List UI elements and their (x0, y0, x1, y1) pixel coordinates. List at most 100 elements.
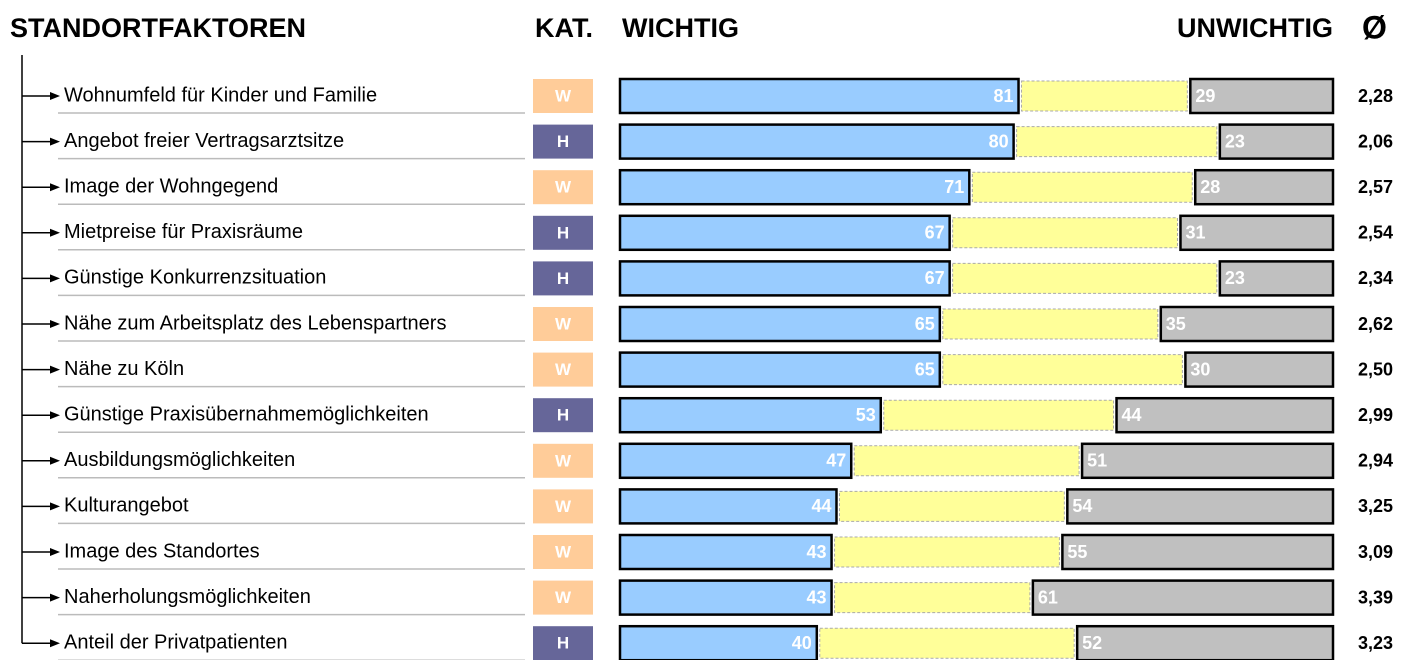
mean-label: 2,28 (1358, 86, 1393, 106)
value-label: 30 (1190, 359, 1210, 379)
factor-label: Kulturangebot (64, 495, 189, 517)
bar-unimportant (1218, 123, 1335, 160)
value-label: 61 (1038, 587, 1058, 607)
factor-label: Ausbildungsmöglichkeiten (64, 449, 295, 471)
mean-label: 2,34 (1358, 268, 1393, 288)
neutral-bar (883, 399, 1115, 431)
category-label: W (555, 360, 572, 379)
mean-label: 2,99 (1358, 405, 1393, 425)
value-label: 71 (944, 177, 964, 197)
bar-important (618, 351, 942, 388)
bar-unimportant (1075, 624, 1335, 660)
neutral-bar (838, 490, 1065, 522)
value-label: 35 (1166, 314, 1186, 334)
value-label: 40 (792, 633, 812, 653)
arrow-head (50, 456, 60, 465)
bar-unimportant (1159, 305, 1335, 343)
value-label: 52 (1082, 633, 1102, 653)
category-label: W (555, 451, 572, 470)
category-label: H (557, 406, 569, 425)
value-label: 44 (811, 496, 831, 516)
factor-label: Nähe zum Arbeitsplatz des Lebenspartners (64, 312, 446, 334)
neutral-bar (1016, 126, 1218, 158)
category-label: H (557, 634, 569, 653)
value-label: 43 (807, 587, 827, 607)
factor-header: STANDORTFAKTOREN (10, 13, 306, 43)
factor-label: Mietpreise für Praxisräume (64, 221, 303, 243)
bar-unimportant (1115, 396, 1335, 434)
arrow-head (50, 548, 60, 556)
factor-label: Nähe zu Köln (64, 358, 184, 380)
mean-header: Ø (1362, 9, 1387, 45)
factor-label: Image des Standortes (64, 540, 260, 562)
bar-important (618, 77, 1020, 115)
value-label: 54 (1072, 496, 1092, 516)
arrow-head (50, 365, 60, 374)
bar-unimportant (1031, 579, 1335, 616)
value-label: 80 (989, 131, 1009, 151)
legend-unimportant: UNWICHTIG (1177, 13, 1333, 43)
category-box (533, 580, 593, 615)
category-label: H (557, 223, 569, 242)
factor-label: Image der Wohngegend (64, 175, 278, 197)
neutral-bar (834, 536, 1060, 568)
value-label: 44 (1122, 405, 1142, 425)
category-header: KAT. (535, 13, 593, 43)
bar-unimportant (1193, 168, 1335, 206)
neutral-bar (942, 308, 1159, 340)
arrow-head (50, 228, 60, 237)
category-box (533, 124, 593, 159)
bar-unimportant (1218, 260, 1335, 297)
category-label: W (555, 542, 572, 561)
mean-label: 2,57 (1358, 177, 1393, 197)
category-label: W (555, 314, 572, 333)
value-label: 67 (925, 268, 945, 288)
category-box (533, 307, 593, 341)
bar-important (618, 579, 833, 616)
category-box (533, 398, 593, 433)
factor-label: Günstige Konkurrenzsituation (64, 267, 326, 289)
value-label: 67 (925, 223, 945, 243)
mean-label: 3,09 (1358, 542, 1393, 562)
value-label: 55 (1067, 542, 1087, 562)
mean-label: 2,62 (1358, 314, 1393, 334)
bar-unimportant (1080, 442, 1335, 480)
category-label: H (557, 269, 569, 288)
mean-label: 3,25 (1358, 496, 1393, 516)
legend-important: WICHTIG (622, 13, 739, 43)
value-label: 65 (915, 314, 935, 334)
bar-important (618, 396, 883, 434)
mean-label: 2,06 (1358, 131, 1393, 151)
neutral-bar (952, 217, 1178, 249)
arrow-head (50, 639, 60, 648)
bar-important (618, 123, 1015, 160)
value-label: 53 (856, 405, 876, 425)
bar-important (618, 305, 942, 343)
bar-unimportant (1066, 488, 1335, 525)
mean-label: 3,23 (1358, 633, 1393, 653)
factor-label: Angebot freier Vertragsarztsitze (64, 130, 344, 152)
value-label: 23 (1225, 268, 1245, 288)
category-label: W (555, 588, 572, 607)
mean-label: 2,54 (1358, 223, 1393, 243)
value-label: 81 (993, 86, 1013, 106)
value-label: 65 (915, 359, 935, 379)
neutral-bar (819, 627, 1075, 659)
value-label: 28 (1200, 177, 1220, 197)
neutral-bar (853, 445, 1080, 477)
category-box (533, 443, 593, 478)
factor-label: Günstige Praxisübernahmemöglichkeiten (64, 403, 429, 425)
neutral-bar (942, 354, 1183, 386)
bar-important (618, 488, 838, 525)
category-box (533, 170, 593, 205)
value-label: 23 (1225, 131, 1245, 151)
value-label: 29 (1195, 86, 1215, 106)
arrow-head (50, 593, 60, 602)
arrow-head (50, 137, 60, 146)
category-box (533, 79, 593, 113)
category-box (533, 535, 593, 569)
bar-important (618, 168, 971, 206)
bar-important (618, 214, 951, 252)
value-label: 51 (1087, 451, 1107, 471)
